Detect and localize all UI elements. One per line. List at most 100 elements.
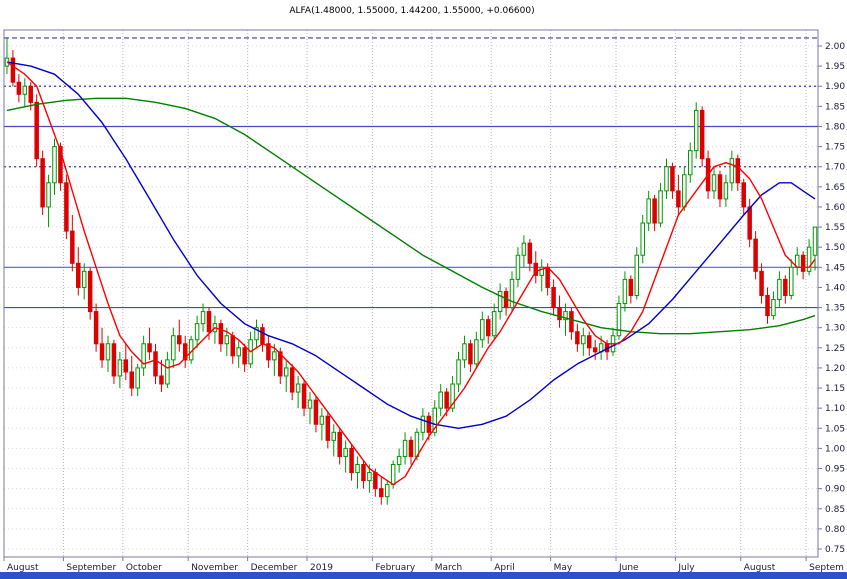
x-axis: August September October November December 20…	[3, 30, 844, 573]
candle-up	[254, 327, 259, 341]
y-tick-label: 1.00	[825, 444, 845, 454]
candle-down	[206, 311, 212, 333]
candle-up	[682, 174, 687, 208]
candle-up	[474, 339, 479, 365]
candle-down	[717, 174, 723, 200]
candle-up	[812, 226, 818, 256]
candle-up	[521, 242, 527, 256]
candle-down	[765, 294, 770, 317]
month-label: April	[494, 563, 515, 573]
candle-down	[153, 351, 158, 377]
candle-down	[741, 182, 746, 208]
candle-down	[652, 198, 657, 224]
candle-down	[76, 262, 81, 288]
candle-down	[159, 375, 164, 385]
candle-up	[117, 359, 123, 377]
candle-down	[753, 238, 758, 272]
candle-down	[699, 109, 705, 160]
y-tick-label: 1.35	[825, 304, 845, 314]
candle-down	[408, 439, 414, 457]
y-tick-label: 1.65	[825, 183, 845, 193]
candle-down	[747, 206, 752, 240]
candle-up	[480, 319, 485, 341]
candle-up	[806, 246, 812, 272]
y-tick-label: 1.10	[825, 404, 845, 414]
candle-up	[664, 166, 669, 192]
candle-down	[527, 242, 533, 264]
y-tick-label: 1.40	[825, 283, 845, 293]
candle-down	[313, 399, 319, 425]
y-tick-label: 1.85	[825, 102, 845, 112]
candle-up	[432, 407, 438, 433]
candle-up	[402, 439, 408, 457]
candle-down	[551, 286, 556, 309]
candle-up	[581, 335, 586, 345]
month-label: August	[744, 563, 776, 573]
y-tick-label: 1.20	[825, 364, 845, 374]
month-label: March	[435, 563, 462, 573]
candle-up	[22, 85, 28, 95]
candle-down	[569, 311, 574, 333]
candle-down	[28, 85, 33, 103]
candle-down	[230, 335, 236, 357]
y-tick-label: 0.75	[825, 545, 845, 555]
candle-down	[759, 270, 764, 296]
plot-frame	[3, 29, 819, 558]
y-tick-label: 1.60	[825, 203, 845, 213]
y-tick-label: 1.70	[825, 163, 845, 173]
candle-up	[658, 190, 663, 224]
candle-up	[711, 174, 717, 192]
candle-down	[628, 278, 634, 296]
taskbar-strip	[0, 572, 847, 579]
candle-down	[64, 182, 69, 232]
candle-down	[676, 190, 681, 208]
candle-up	[438, 391, 443, 409]
candle-up	[729, 158, 735, 184]
candle-down	[70, 230, 75, 264]
candle-up	[200, 311, 206, 325]
y-tick-label: 1.90	[825, 82, 845, 92]
candle-up	[693, 109, 699, 152]
candle-down	[87, 270, 93, 313]
candle-up	[165, 359, 170, 385]
candle-up	[515, 254, 521, 280]
candle-up	[141, 343, 146, 369]
candle-down	[16, 81, 22, 95]
candle-up	[789, 266, 794, 296]
candle-up	[105, 343, 111, 361]
candle-down	[40, 158, 45, 208]
candle-down	[10, 57, 16, 83]
candle-down	[468, 343, 473, 365]
candle-up	[236, 347, 241, 357]
candle-up	[283, 367, 289, 377]
month-label: July	[677, 563, 695, 573]
candle-down	[426, 415, 432, 433]
y-axis: 2.00 1.95 1.90 1.85 1.80 1.75 1.70 1.65 1.60 1.55…	[4, 42, 845, 555]
candle-up	[688, 150, 693, 176]
candle-down	[260, 327, 265, 345]
candle-down	[361, 463, 366, 482]
candle-down	[373, 472, 378, 490]
month-label: September	[66, 563, 116, 573]
candles-layer[interactable]	[4, 37, 818, 505]
candle-up	[640, 222, 645, 256]
candle-up	[539, 266, 544, 276]
y-tick-label: 1.50	[825, 243, 845, 253]
candle-down	[278, 351, 283, 377]
candle-down	[533, 262, 539, 276]
candle-up	[616, 303, 622, 337]
candle-down	[325, 415, 331, 441]
y-tick-label: 0.95	[825, 465, 845, 475]
candle-down	[349, 447, 354, 474]
candle-down	[147, 343, 152, 353]
candle-down	[242, 347, 247, 365]
candle-up	[462, 343, 467, 361]
candle-down	[783, 278, 788, 296]
month-label: February	[375, 563, 416, 573]
month-label: May	[554, 563, 573, 573]
candle-down	[444, 391, 449, 409]
month-label: October	[126, 563, 162, 573]
candle-up	[497, 290, 503, 313]
candle-down	[266, 343, 271, 361]
